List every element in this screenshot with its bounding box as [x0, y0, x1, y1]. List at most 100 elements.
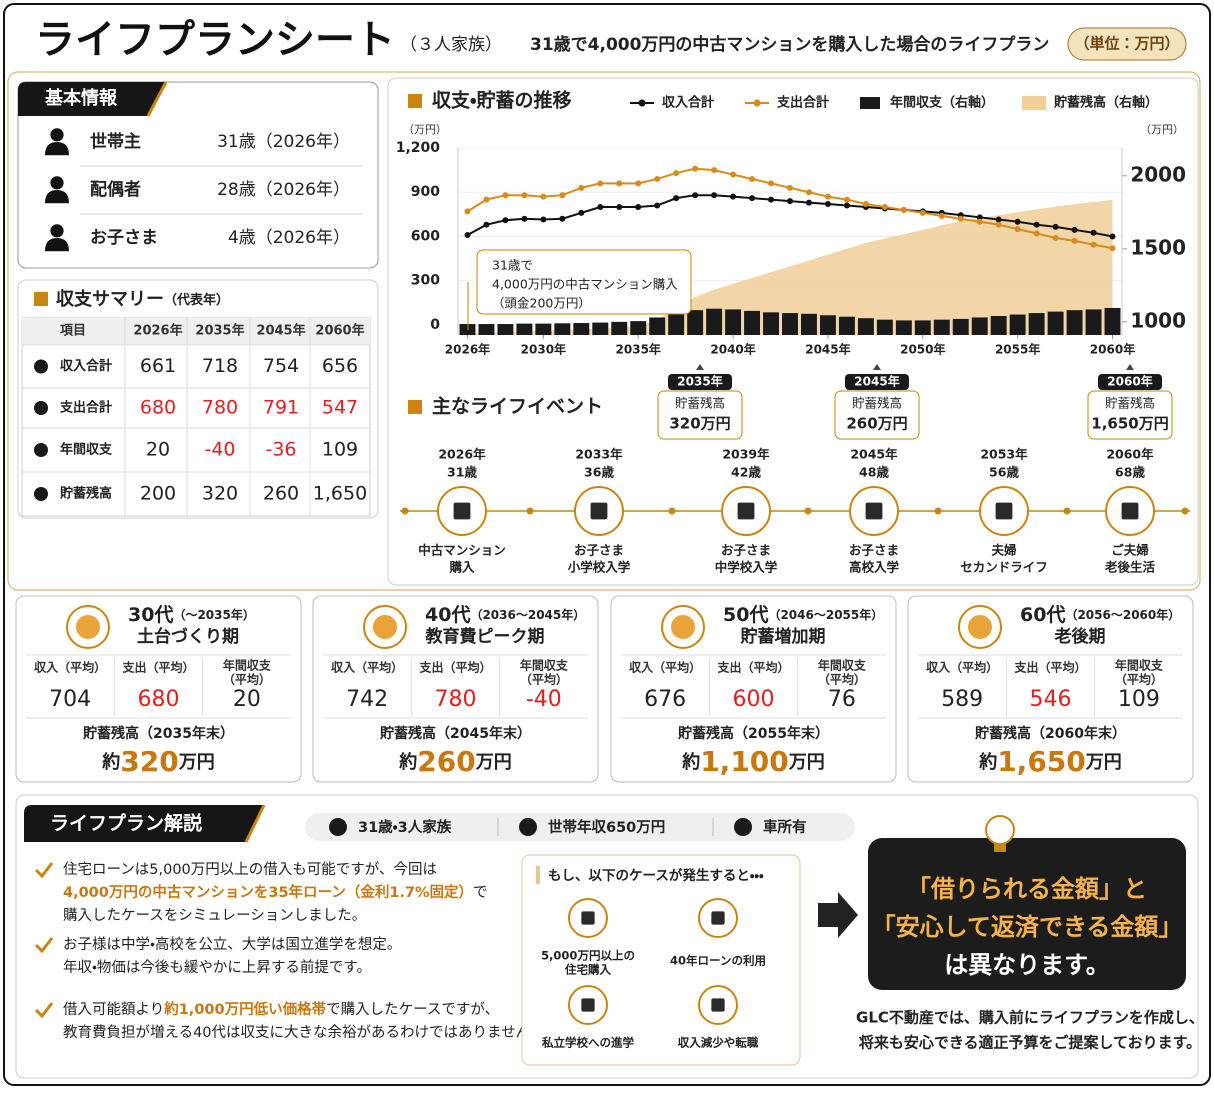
stat-value: 109 [1118, 687, 1160, 712]
series-point [540, 193, 547, 200]
callout-label: 2045年 [854, 374, 899, 389]
tag-bar [305, 813, 855, 841]
chart-title: 収支・貯蓄の推移 [432, 89, 571, 112]
check-mark [34, 937, 54, 954]
balance-bar [649, 317, 666, 335]
timeline-dot [934, 507, 942, 515]
table-header [22, 318, 370, 345]
title: ライフプランシート [35, 17, 395, 63]
series-point [483, 196, 490, 203]
callout-pill [1098, 374, 1162, 390]
legend-label: 年間収支（右軸） [890, 95, 994, 111]
balance-bar [1047, 311, 1064, 335]
arrow [818, 892, 858, 938]
series-point [692, 165, 699, 172]
case-label: 40年ローンの利用 [670, 954, 766, 968]
balance-bar [895, 320, 912, 335]
event-year: 2053年 [980, 447, 1028, 462]
point-line: 教育費負担が増える40代は収支に大きな余裕があるわけではありません。 [63, 1024, 545, 1041]
section-title: 基本情報 [44, 87, 118, 109]
icon-glyph [453, 502, 471, 520]
balance-bar [611, 321, 628, 335]
balance-bar [1104, 307, 1121, 335]
callout-arrow [873, 364, 881, 370]
icon-glyph [581, 911, 595, 925]
row-icon [34, 359, 48, 374]
annotation-text: 4,000万円の中古マンション購入 [492, 277, 678, 292]
x-tick-label: 2030年 [521, 342, 566, 357]
period-icon-core [76, 615, 100, 639]
icon-glyph [865, 502, 883, 520]
stat-label: 収入（平均） [629, 660, 701, 675]
series-point [597, 180, 604, 187]
column-header: 2026年 [133, 323, 182, 339]
banner-edge [146, 81, 168, 117]
series-point [1033, 221, 1040, 228]
series-point [805, 199, 812, 206]
callout-title: 貯蓄残高 [852, 396, 902, 411]
text-part: 40代 [425, 604, 470, 626]
series-point [1014, 226, 1021, 233]
stat-label: 支出（平均） [1014, 660, 1086, 675]
point-line: 年収・物価は今後も緩やかに上昇する前提です。 [63, 959, 371, 976]
balance-bar [876, 319, 893, 335]
legend-dot [753, 99, 761, 107]
info-value: 28歳（2026年） [217, 180, 350, 200]
callout-value: 1,650万円 [1091, 415, 1168, 433]
stat-value: 589 [941, 687, 983, 712]
balance-bar [971, 317, 988, 335]
stat-value: 676 [644, 687, 686, 712]
section-banner [24, 805, 264, 842]
cell-value: 1,650 [313, 483, 367, 505]
x-tick-label: 2045年 [805, 342, 850, 357]
series-point [635, 203, 642, 210]
point-line: 住宅ローンは5,000万円以上の借入も可能ですが、今回は [63, 861, 437, 878]
balance-bar [478, 324, 495, 335]
series-point [938, 212, 945, 219]
series-point [768, 196, 775, 203]
stat-value: 76 [828, 687, 856, 712]
series-point [1014, 218, 1021, 225]
stat-label: 年間収支 [223, 658, 272, 673]
series-point [805, 189, 812, 196]
timeline-dot [401, 507, 409, 515]
series-point [824, 201, 831, 208]
series-point [559, 192, 566, 199]
cell-value: 20 [146, 439, 170, 461]
stat-value: 742 [346, 687, 388, 712]
icon-glyph [590, 502, 608, 520]
series-point [976, 218, 983, 225]
savings-total: 約1,100万円 [681, 745, 825, 778]
text-part: お子様は中学・高校を公立、大学は国立進学を想定。 [63, 936, 401, 953]
event-label: 中古マンション [418, 543, 506, 558]
icon-glyph [581, 998, 595, 1012]
legend-swatch [1022, 96, 1046, 110]
cell-value: 320 [202, 483, 238, 505]
banner-edge [244, 804, 266, 843]
balance-bar [516, 323, 533, 335]
balance-bar [535, 323, 552, 335]
cell-value: 656 [322, 355, 358, 377]
section-title: 収支サマリー（代表年） [56, 288, 229, 310]
balance-bar [914, 320, 931, 335]
y-tick-label: 0 [430, 317, 440, 333]
icon-glyph [711, 998, 725, 1012]
timeline-dot [1063, 507, 1071, 515]
text-part: 約 [978, 751, 997, 773]
stat-label: 収入（平均） [926, 660, 998, 675]
bulb [985, 815, 1015, 845]
stat-value: 20 [233, 687, 261, 712]
y-tick-label: 1,200 [396, 140, 441, 156]
series-point [1109, 233, 1116, 240]
event-year: 2060年 [1106, 447, 1154, 462]
series-point [730, 193, 737, 200]
balance-bar [592, 322, 609, 335]
tag-label: 車所有 [763, 818, 807, 836]
legend-dot [638, 99, 646, 107]
section-marker [34, 292, 48, 306]
message-line: は異なります。 [944, 951, 1110, 979]
icon-glyph [711, 911, 725, 925]
case-label: 収入減少や転職 [678, 1036, 759, 1050]
event-label: 中学校入学 [715, 560, 778, 575]
